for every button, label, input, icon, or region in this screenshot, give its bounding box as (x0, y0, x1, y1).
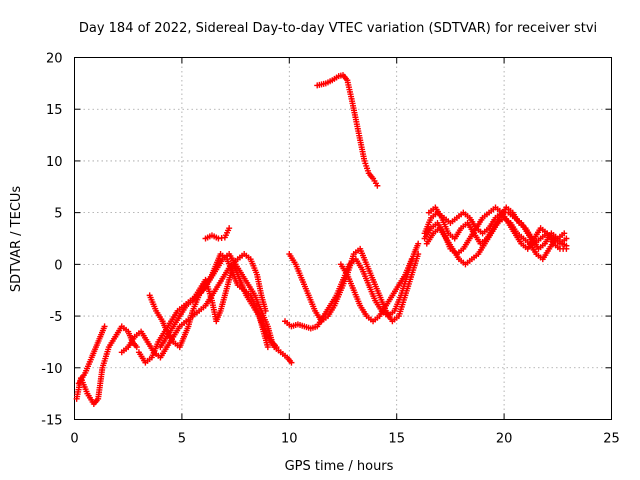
y-tick-label: 10 (46, 155, 63, 170)
data-point (288, 359, 295, 366)
data-point (561, 230, 568, 237)
y-tick-label: -5 (50, 310, 63, 325)
y-tick-label: -15 (41, 414, 62, 429)
x-tick-label: 20 (496, 432, 513, 447)
x-tick-label: 25 (603, 432, 620, 447)
series-track-1 (73, 323, 140, 407)
y-tick-label: 15 (46, 103, 63, 118)
y-tick-label: -10 (41, 362, 62, 377)
data-point (133, 344, 140, 351)
y-tick-label: 5 (54, 207, 62, 222)
x-tick-label: 10 (281, 432, 298, 447)
series-track-6 (157, 261, 271, 351)
x-tick-label: 0 (70, 432, 78, 447)
data-point (226, 225, 233, 232)
data-point (563, 235, 570, 242)
y-tick-label: 20 (46, 52, 63, 67)
series-track-10 (337, 256, 415, 325)
series-track-7 (202, 225, 233, 242)
y-axis-label: SDTVAR / TECUs (9, 186, 24, 293)
data-point (415, 251, 422, 258)
data-point (101, 323, 108, 330)
y-tick-label: 0 (54, 258, 62, 273)
series-track-15 (425, 204, 568, 252)
series-track-5 (146, 251, 295, 366)
x-axis-label: GPS time / hours (285, 459, 394, 474)
chart-title: Day 184 of 2022, Sidereal Day-to-day VTE… (79, 21, 597, 36)
data-point (374, 182, 381, 189)
data-point (408, 256, 415, 263)
data-point (264, 344, 271, 351)
data-point (563, 242, 570, 249)
series-track-11 (314, 72, 381, 189)
plot-frame (74, 57, 612, 420)
data-marks (73, 72, 570, 407)
data-point (415, 240, 422, 247)
series-track-2 (75, 323, 108, 387)
x-tick-label: 15 (388, 432, 405, 447)
axis-ticks: -15 -10 -5 0 5 10 15 20 0 5 10 15 20 25 (41, 52, 620, 447)
x-tick-label: 5 (178, 432, 186, 447)
